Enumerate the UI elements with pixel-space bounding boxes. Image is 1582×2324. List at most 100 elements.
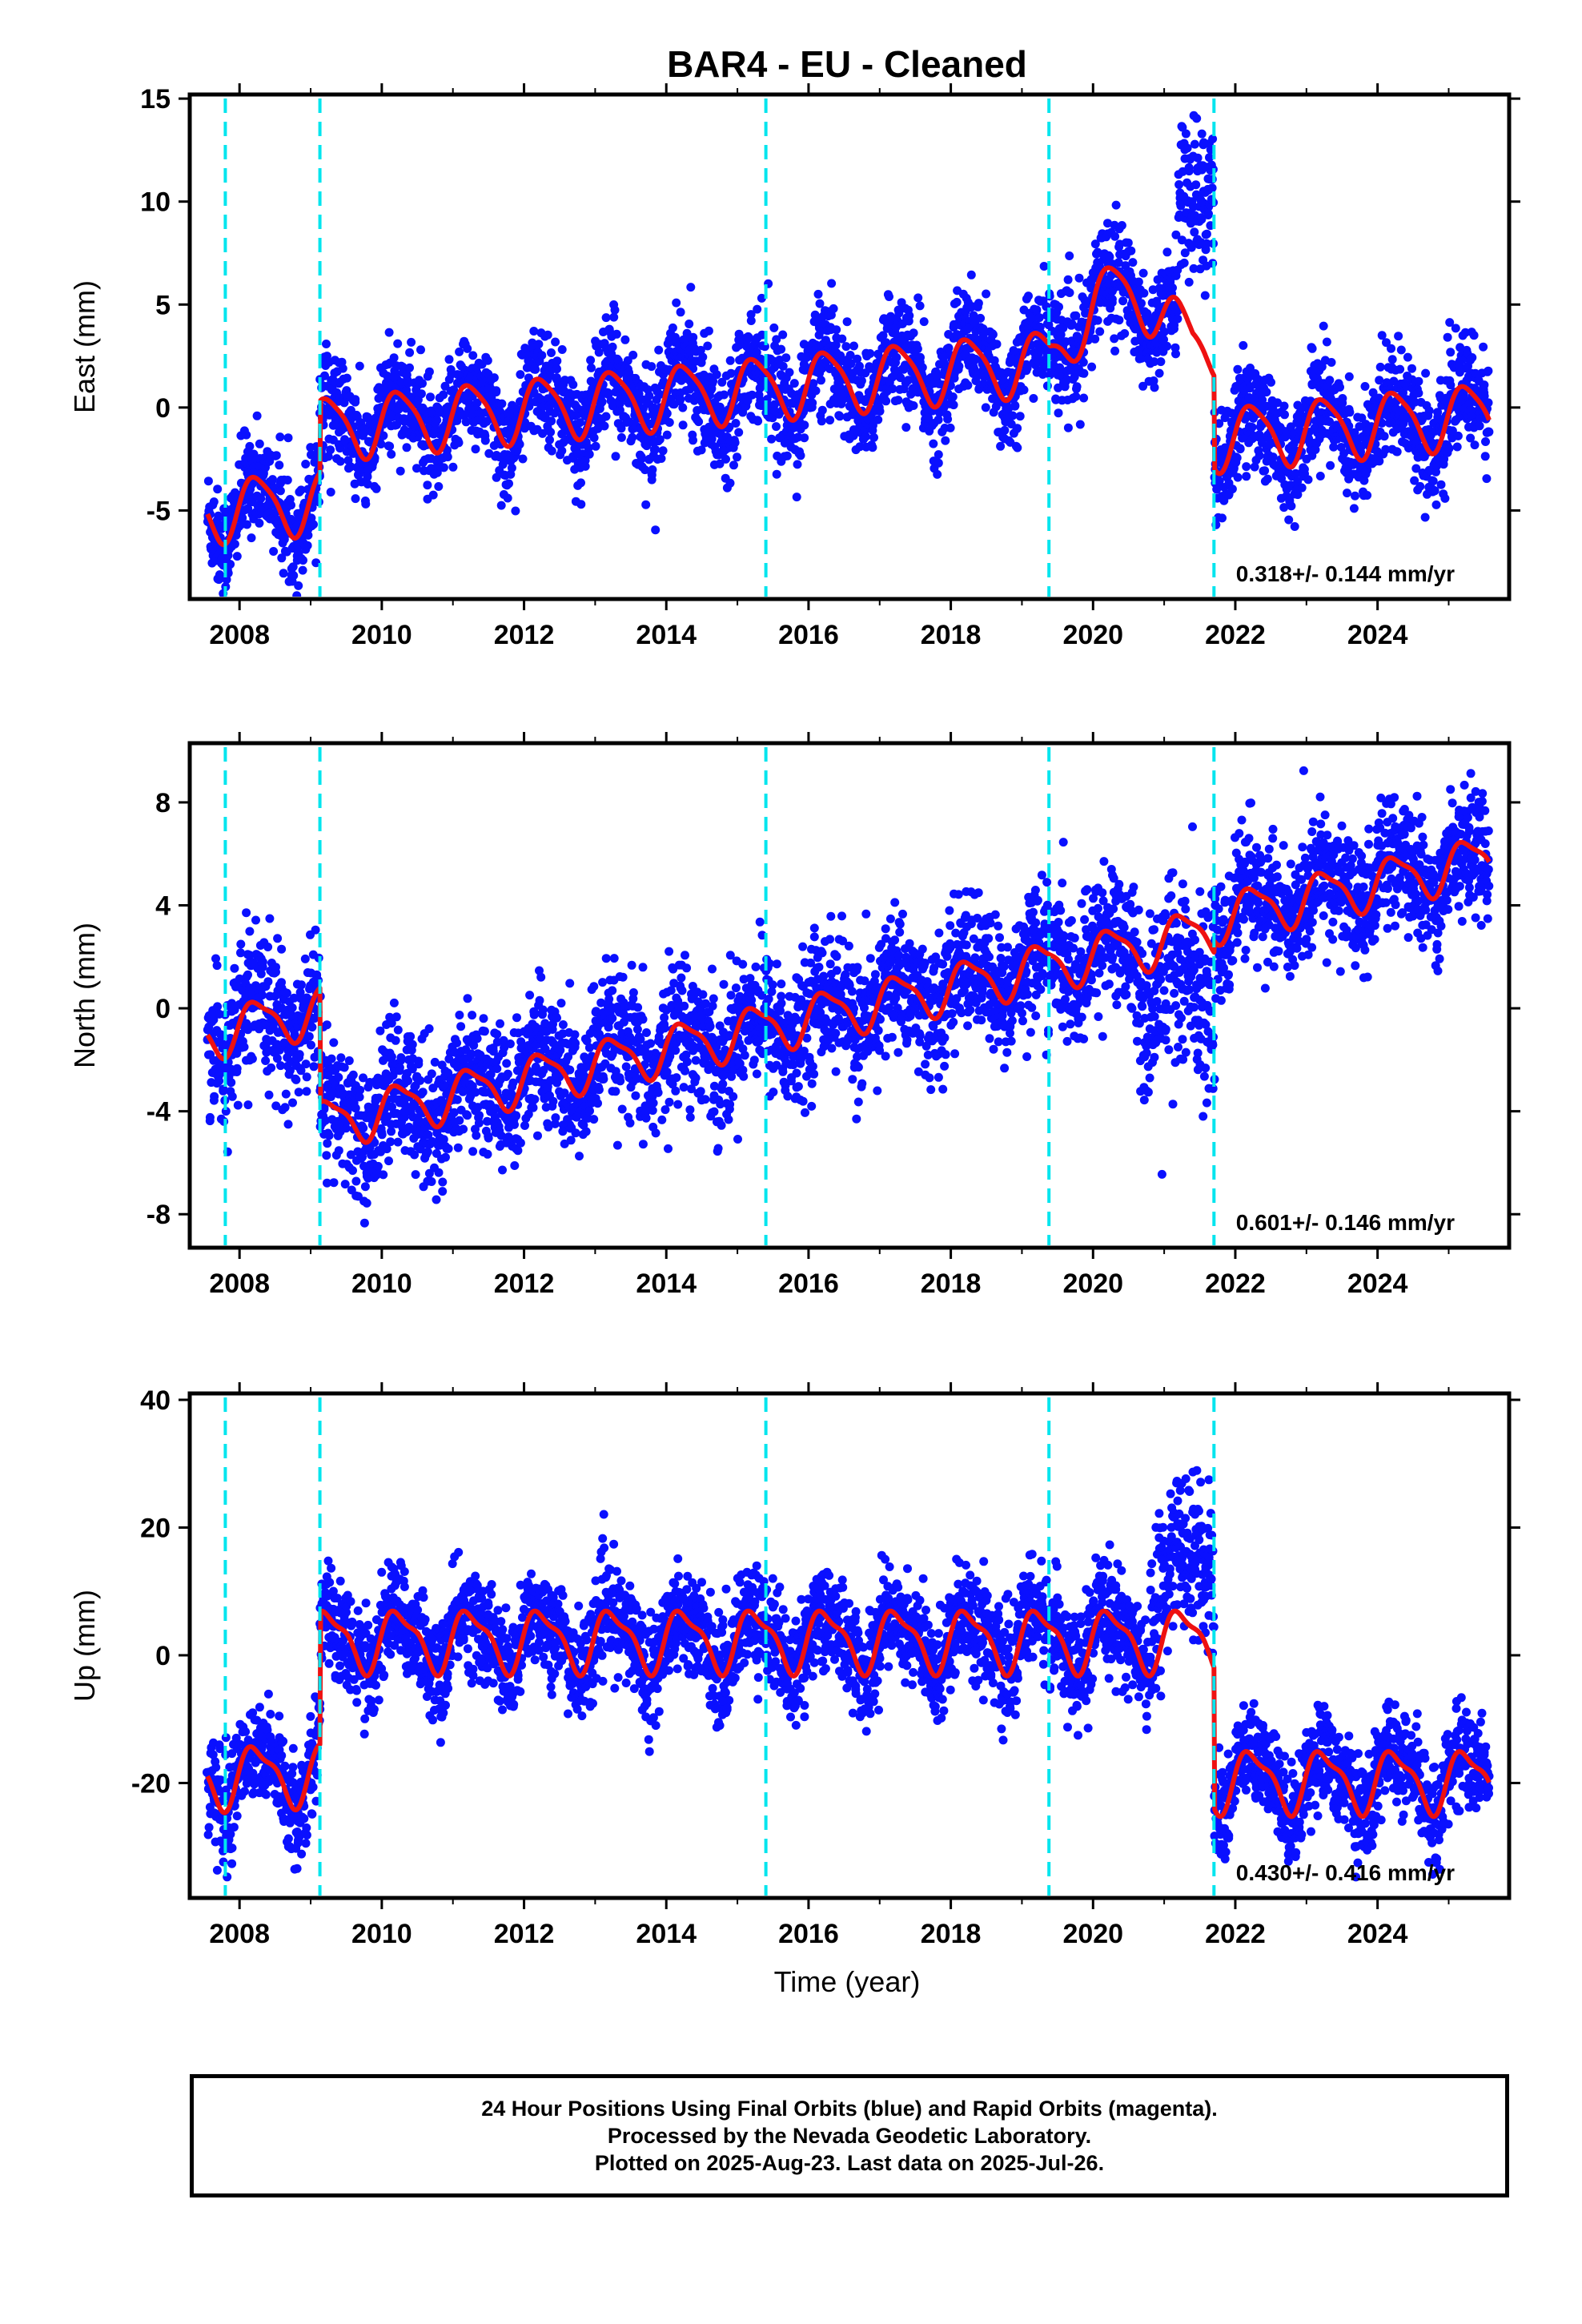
data-point xyxy=(778,361,788,371)
data-point xyxy=(576,500,586,509)
east-data-points xyxy=(203,111,1494,597)
data-point xyxy=(1110,231,1120,241)
data-point xyxy=(576,418,584,428)
data-point xyxy=(297,980,306,990)
data-point xyxy=(781,353,791,363)
data-point xyxy=(909,401,918,410)
data-point xyxy=(1218,513,1227,523)
data-point xyxy=(1107,298,1117,308)
data-point xyxy=(949,400,958,410)
data-point xyxy=(497,399,507,408)
data-point xyxy=(1297,483,1307,493)
data-point xyxy=(1232,453,1242,463)
data-point xyxy=(282,988,291,998)
data-point xyxy=(785,368,794,377)
data-point xyxy=(294,1088,303,1097)
data-point xyxy=(283,433,293,443)
data-point xyxy=(944,344,954,352)
data-point xyxy=(842,317,852,327)
data-point xyxy=(503,493,512,503)
data-point xyxy=(226,560,235,569)
data-point xyxy=(1290,522,1299,531)
data-point xyxy=(611,452,620,461)
data-point xyxy=(547,416,556,426)
data-point xyxy=(769,323,779,332)
data-point xyxy=(441,1152,450,1162)
y-tick-label: 15 xyxy=(140,84,171,115)
data-point xyxy=(396,1053,406,1063)
data-point xyxy=(515,440,524,449)
data-point xyxy=(323,1139,332,1148)
data-point xyxy=(719,390,729,400)
data-point xyxy=(1034,313,1044,323)
data-point xyxy=(1191,180,1201,190)
data-point xyxy=(1200,291,1210,300)
data-point xyxy=(1349,504,1359,513)
data-point xyxy=(393,1137,403,1147)
data-point xyxy=(654,345,664,355)
x-tick-label: 2022 xyxy=(1205,620,1266,650)
data-point xyxy=(489,373,499,383)
data-point xyxy=(1065,251,1074,260)
data-point xyxy=(258,957,267,967)
data-point xyxy=(1414,388,1423,398)
data-point xyxy=(461,417,471,427)
data-point xyxy=(531,364,540,374)
data-point xyxy=(593,424,603,433)
data-point xyxy=(952,297,962,307)
data-point xyxy=(620,335,630,344)
data-point xyxy=(304,1031,314,1041)
data-point xyxy=(966,270,976,279)
data-point xyxy=(233,1100,243,1110)
data-point xyxy=(992,340,1002,349)
data-point xyxy=(537,351,547,360)
data-point xyxy=(255,518,264,528)
data-point xyxy=(379,1170,388,1180)
data-point xyxy=(1203,211,1213,219)
data-point xyxy=(213,1002,223,1011)
data-point xyxy=(434,1168,444,1177)
data-point xyxy=(471,444,480,454)
data-point xyxy=(717,377,727,387)
data-point xyxy=(1414,376,1423,386)
data-point xyxy=(747,390,757,400)
data-point xyxy=(1325,376,1335,385)
data-point xyxy=(648,465,657,474)
data-point xyxy=(263,943,273,951)
data-point xyxy=(322,340,331,348)
data-point xyxy=(974,299,983,308)
data-point xyxy=(227,1092,237,1101)
data-point xyxy=(480,431,490,440)
data-point xyxy=(444,1144,453,1153)
data-point xyxy=(256,494,266,504)
data-point xyxy=(1475,421,1484,431)
data-point xyxy=(1010,400,1020,410)
data-point xyxy=(853,354,862,364)
data-point xyxy=(227,1078,236,1088)
data-point xyxy=(296,485,306,495)
data-point xyxy=(846,359,856,368)
data-point xyxy=(443,445,452,455)
data-point xyxy=(247,1054,257,1063)
data-point xyxy=(901,423,911,432)
x-tick-label: 2012 xyxy=(494,620,555,650)
data-point xyxy=(1227,485,1237,494)
data-point xyxy=(589,433,599,443)
data-point xyxy=(730,438,740,448)
data-point xyxy=(915,301,925,311)
data-point xyxy=(311,558,321,568)
data-point xyxy=(709,376,718,386)
data-point xyxy=(232,1063,242,1073)
data-point xyxy=(243,520,251,529)
data-point xyxy=(963,380,973,390)
data-point xyxy=(1013,424,1022,433)
data-point xyxy=(1403,352,1412,362)
data-point xyxy=(307,1040,315,1050)
data-point xyxy=(416,389,426,399)
data-point xyxy=(1424,406,1434,416)
data-point xyxy=(309,1062,319,1072)
data-point xyxy=(245,927,255,936)
data-point xyxy=(1184,163,1194,172)
data-point xyxy=(385,441,395,451)
data-point xyxy=(609,312,619,322)
